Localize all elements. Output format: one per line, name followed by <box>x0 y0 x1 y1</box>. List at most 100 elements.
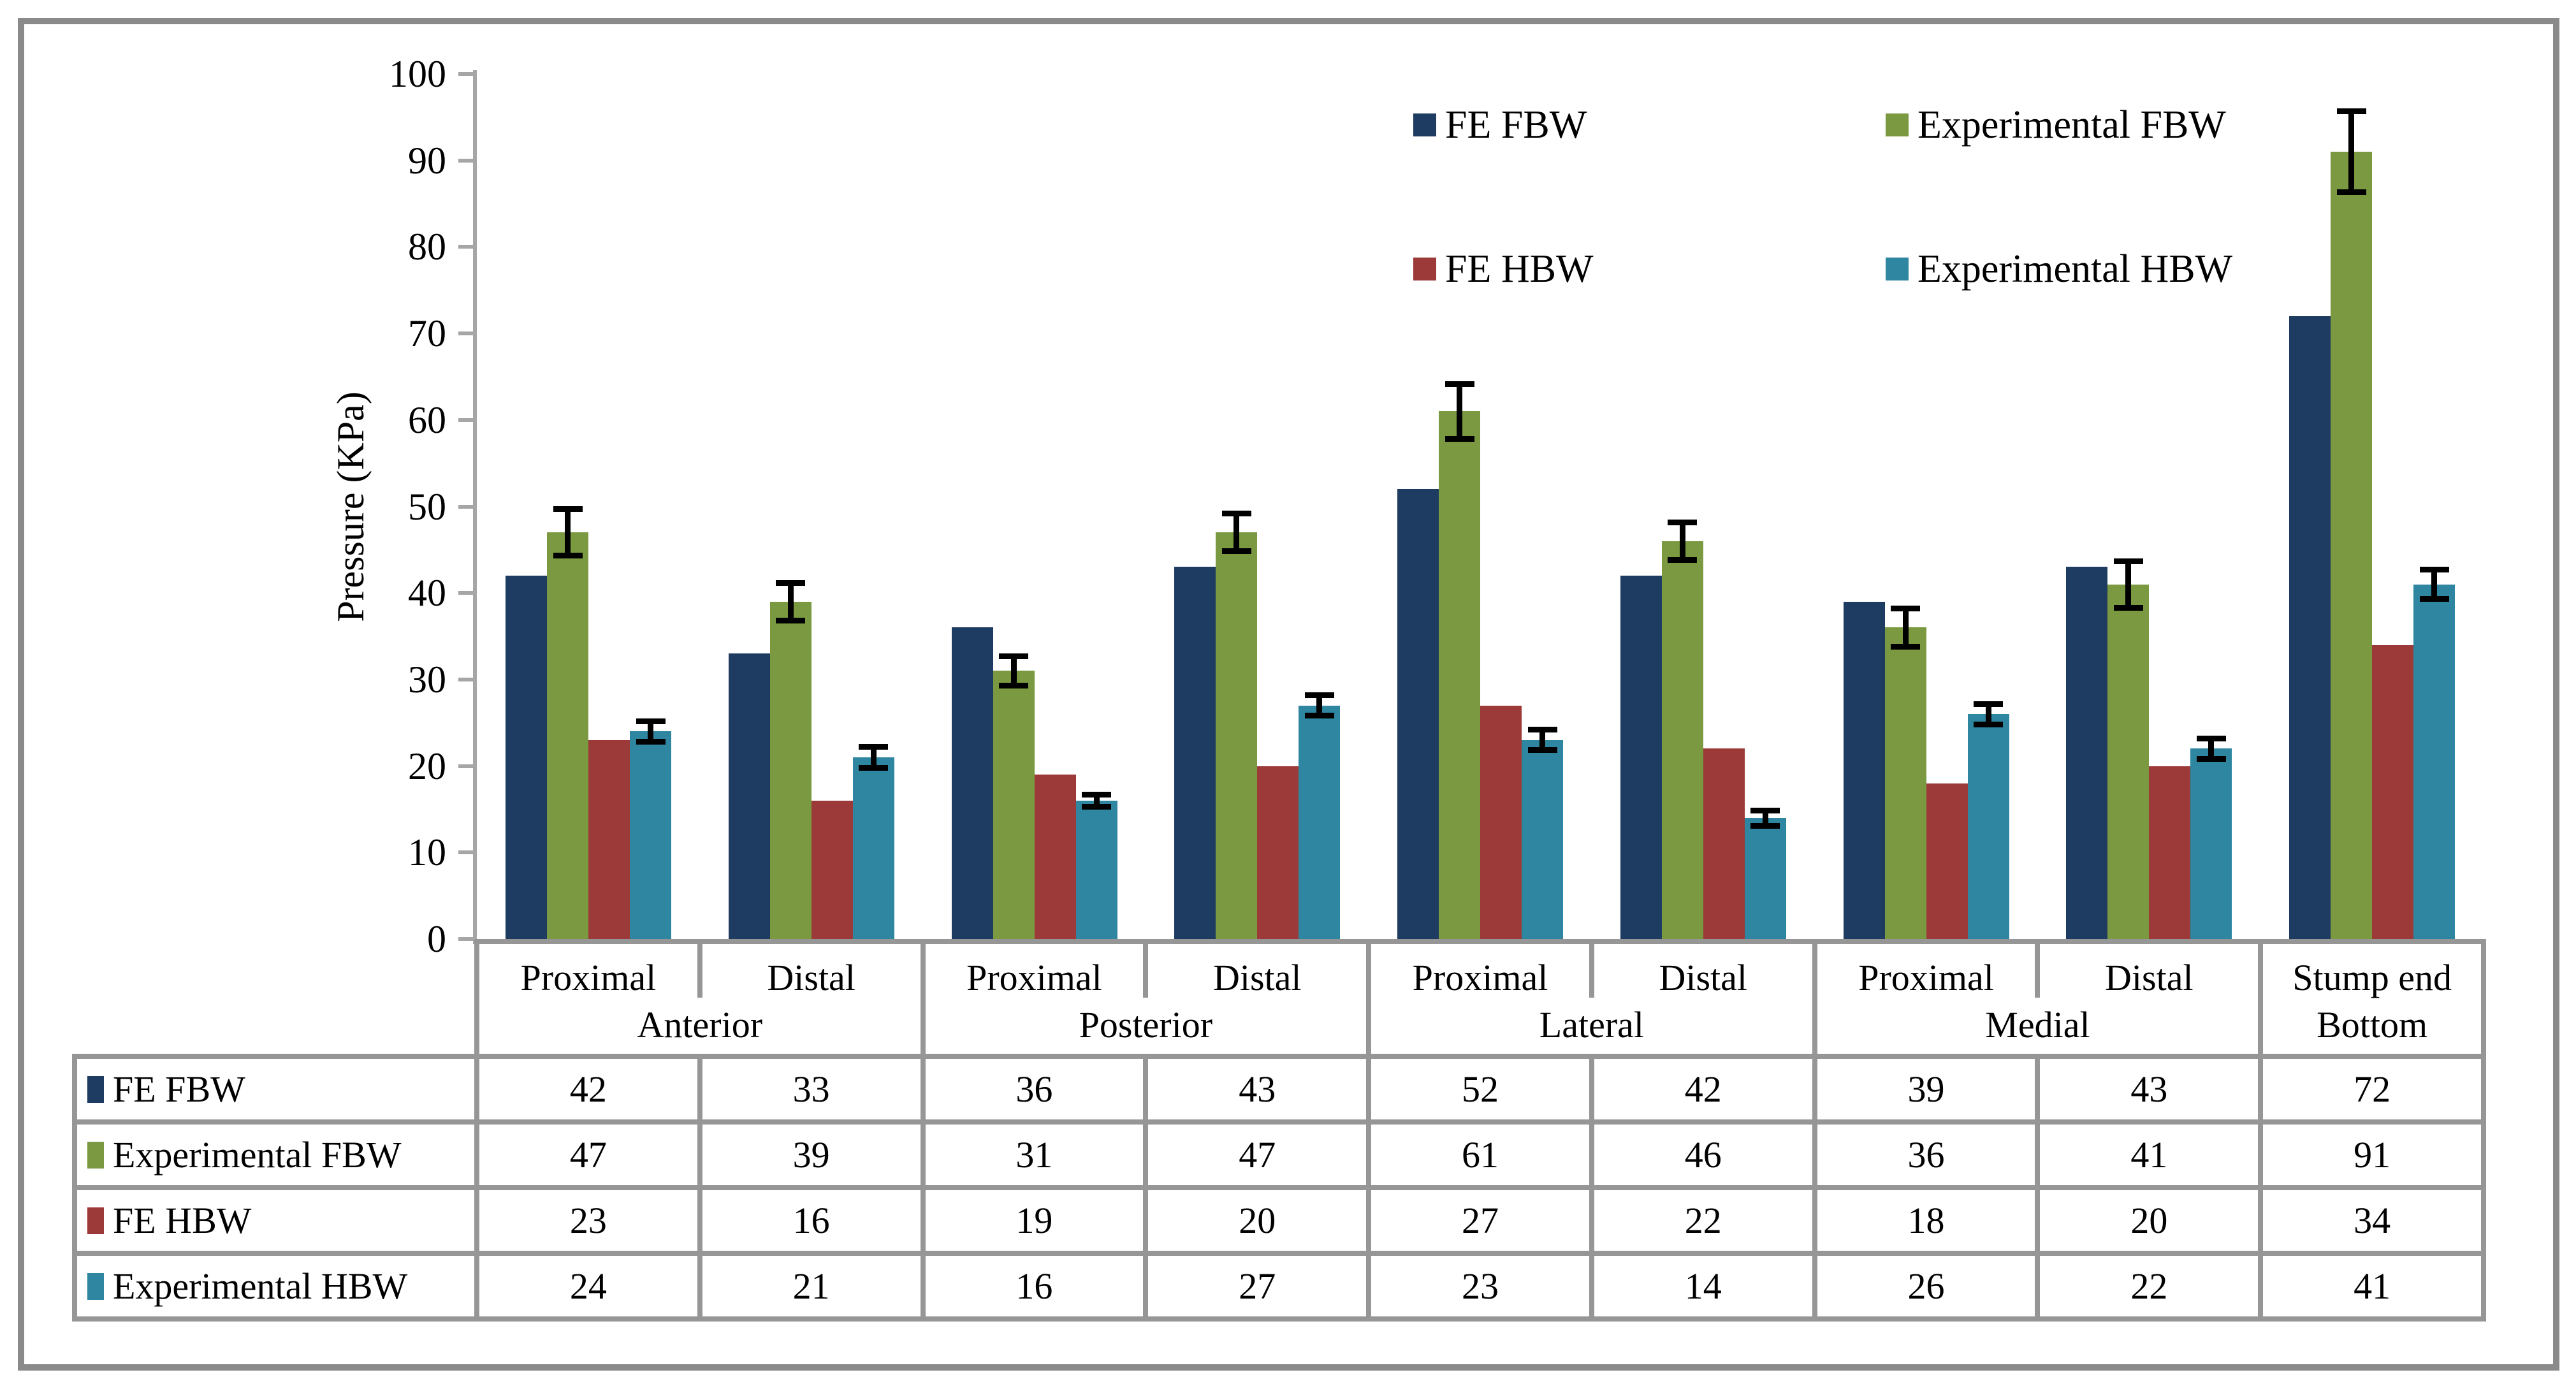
bar <box>769 601 811 939</box>
bar <box>1480 705 1522 939</box>
bar <box>547 532 588 939</box>
legend-item-label: FE FBW <box>1445 103 1587 147</box>
table-row-label: Experimental FBW <box>87 1136 402 1174</box>
table-cell-value: 41 <box>2354 1265 2391 1307</box>
legend-key-swatch-icon <box>1413 258 1436 280</box>
table-key-swatch-icon <box>87 1207 104 1234</box>
y-tick-mark <box>458 158 475 163</box>
error-bar-cap-bottom <box>859 764 889 771</box>
table-cell-value: 22 <box>1684 1199 1722 1241</box>
error-bar-cap-bottom <box>2336 189 2366 196</box>
bar <box>630 731 671 939</box>
category-band-right-edge <box>2481 942 2486 1054</box>
bar <box>1522 739 1564 939</box>
bar <box>1299 705 1341 939</box>
table-key-swatch-icon <box>87 1272 104 1300</box>
error-bar-cap-top <box>1444 381 1474 387</box>
table-vertical-border <box>1143 1054 1149 1322</box>
category-group-divider <box>1812 942 1817 1054</box>
category-label: Distal <box>1212 957 1302 998</box>
error-bar-cap-top <box>999 653 1029 659</box>
category-label: Stump end <box>2292 957 2452 998</box>
y-tick-label: 20 <box>408 745 446 787</box>
table-cell-value: 39 <box>792 1133 830 1176</box>
table-horizontal-border <box>72 1185 2484 1190</box>
table-vertical-border <box>697 1054 702 1322</box>
error-bar-line <box>1010 657 1017 684</box>
table-cell-value: 47 <box>569 1133 607 1176</box>
bar <box>1744 818 1786 939</box>
bar <box>1216 532 1258 939</box>
table-cell-value: 72 <box>2354 1068 2391 1110</box>
table-cell-value: 16 <box>792 1199 830 1241</box>
error-bar-line <box>2125 562 2132 606</box>
error-bar-cap-top <box>859 744 889 750</box>
table-vertical-border <box>72 1054 77 1322</box>
table-cell-value: 43 <box>1239 1068 1276 1110</box>
table-vertical-border <box>1812 1054 1817 1322</box>
table-cell-value: 18 <box>1907 1199 1945 1241</box>
category-label: Proximal <box>1412 957 1548 998</box>
y-tick-mark <box>458 591 475 595</box>
error-bar-line <box>787 584 794 619</box>
y-tick-mark <box>458 245 475 249</box>
category-label: Distal <box>2105 957 2194 998</box>
error-bar-line <box>1762 812 1768 824</box>
bar <box>2149 766 2191 939</box>
category-label: Proximal <box>1858 957 1994 998</box>
legend-item-label: Experimental HBW <box>1917 247 2233 291</box>
legend-key-swatch-icon <box>1413 113 1436 136</box>
bar <box>852 757 894 939</box>
error-bar-cap-top <box>776 579 806 586</box>
error-bar-cap-top <box>2336 108 2366 115</box>
category-label: Proximal <box>520 957 657 998</box>
y-tick-mark <box>458 677 475 681</box>
error-bar-cap-bottom <box>1668 557 1698 563</box>
y-tick-mark <box>458 937 475 941</box>
y-tick-label: 90 <box>408 139 446 182</box>
error-bar-cap-top <box>2196 735 2226 741</box>
bar <box>2289 316 2331 939</box>
category-band-left-edge <box>474 942 479 1054</box>
error-bar-line <box>2431 571 2438 597</box>
table-cell-value: 91 <box>2354 1133 2391 1176</box>
error-bar-line <box>1093 796 1100 805</box>
table-cell-value: 14 <box>1684 1265 1722 1307</box>
error-bar-cap-top <box>1891 606 1921 612</box>
bar <box>1843 601 1885 939</box>
table-vertical-border <box>1366 1054 1372 1322</box>
error-bar-cap-top <box>1082 792 1112 798</box>
error-bar-cap-top <box>2419 567 2449 573</box>
bar <box>1967 714 2009 939</box>
legend-item: Experimental FBW <box>1886 105 2226 145</box>
y-tick-label: 100 <box>389 53 446 95</box>
error-bar-line <box>1985 705 1991 723</box>
table-cell-value: 21 <box>792 1265 830 1307</box>
category-label: Distal <box>1659 957 1748 998</box>
x-axis-line <box>474 939 2486 944</box>
category-label: Distal <box>767 957 855 998</box>
table-vertical-border <box>1589 1054 1594 1322</box>
bar <box>1174 567 1216 939</box>
error-bar-line <box>1233 515 1240 550</box>
legend-item-label: Experimental FBW <box>1917 103 2226 147</box>
bar <box>951 627 993 939</box>
table-row-label: FE FBW <box>87 1070 245 1108</box>
table-cell-value: 23 <box>1461 1265 1499 1307</box>
category-group-label: Bottom <box>2317 1004 2428 1045</box>
error-bar-cap-top <box>1221 511 1251 517</box>
table-cell-value: 36 <box>1015 1068 1053 1110</box>
y-tick-label: 70 <box>408 312 446 355</box>
table-vertical-border <box>2035 1054 2041 1322</box>
table-cell-value: 47 <box>1239 1133 1276 1176</box>
bar <box>588 739 630 939</box>
legend-item-label: FE HBW <box>1445 247 1594 291</box>
y-tick-mark <box>458 504 475 509</box>
table-cell-value: 20 <box>1239 1199 1276 1241</box>
error-bar-cap-top <box>636 718 666 724</box>
table-cell-value: 39 <box>1907 1068 1945 1110</box>
bar <box>2066 567 2108 939</box>
category-sub-divider <box>1143 942 1149 998</box>
error-bar-cap-bottom <box>1750 822 1780 829</box>
